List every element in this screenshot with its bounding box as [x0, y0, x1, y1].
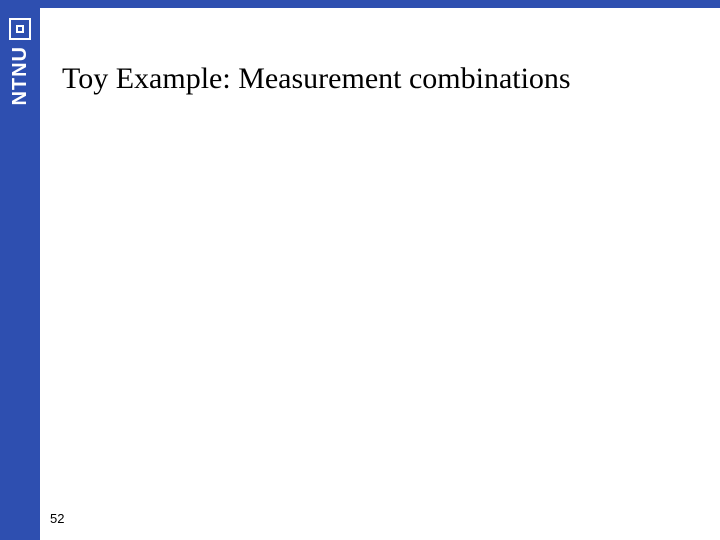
ntnu-logo-inner-icon [16, 25, 24, 33]
page-number: 52 [50, 511, 64, 526]
slide-title: Toy Example: Measurement combinations [62, 62, 571, 96]
slide: NTNU Toy Example: Measurement combinatio… [0, 0, 720, 540]
top-accent-bar [0, 0, 720, 8]
ntnu-logo-text: NTNU [10, 46, 30, 106]
ntnu-logo: NTNU [7, 18, 33, 158]
ntnu-logo-icon [9, 18, 31, 40]
